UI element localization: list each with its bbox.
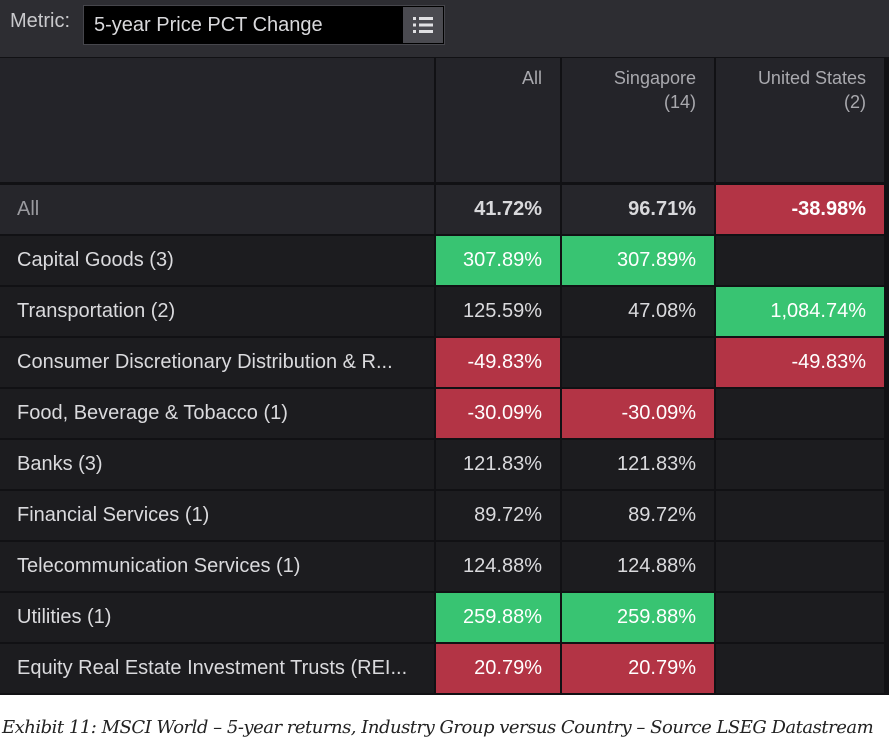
- value-cell[interactable]: [716, 236, 884, 285]
- table-row[interactable]: Equity Real Estate Investment Trusts (RE…: [0, 644, 885, 693]
- column-header-all[interactable]: All: [436, 58, 560, 182]
- value-cell[interactable]: 124.88%: [562, 542, 714, 591]
- heatmap-grid: All Singapore (14) United States (2) All…: [0, 57, 889, 695]
- row-label[interactable]: Equity Real Estate Investment Trusts (RE…: [0, 644, 434, 693]
- column-header-label: United States: [757, 68, 866, 88]
- column-header-count: (14): [663, 92, 696, 112]
- metric-label: Metric:: [10, 10, 70, 32]
- header-corner: [0, 58, 434, 182]
- value-cell[interactable]: [716, 542, 884, 591]
- column-header-singapore[interactable]: Singapore (14): [562, 58, 714, 182]
- value-cell[interactable]: -49.83%: [716, 338, 884, 387]
- row-label[interactable]: Capital Goods (3): [0, 236, 434, 285]
- table-row[interactable]: Utilities (1) 259.88% 259.88%: [0, 593, 885, 642]
- table-row[interactable]: Transportation (2) 125.59% 47.08% 1,084.74%: [0, 287, 885, 336]
- value-cell[interactable]: 47.08%: [562, 287, 714, 336]
- value-cell[interactable]: 124.88%: [436, 542, 560, 591]
- value-cell[interactable]: 1,084.74%: [716, 287, 884, 336]
- metric-menu-button[interactable]: [403, 7, 443, 43]
- value-cell[interactable]: -30.09%: [562, 389, 714, 438]
- table-row[interactable]: Capital Goods (3) 307.89% 307.89%: [0, 236, 885, 285]
- metric-selector[interactable]: 5-year Price PCT Change: [83, 5, 445, 45]
- row-label[interactable]: All: [0, 185, 434, 234]
- row-label[interactable]: Banks (3): [0, 440, 434, 489]
- value-cell[interactable]: 41.72%: [436, 185, 560, 234]
- column-header-count: (2): [844, 92, 866, 112]
- column-header-label: Singapore: [613, 68, 696, 88]
- table-row[interactable]: Consumer Discretionary Distribution & R.…: [0, 338, 885, 387]
- value-cell[interactable]: -38.98%: [716, 185, 884, 234]
- heatmap-app: Metric: 5-year Price PCT Change All: [0, 0, 889, 695]
- value-cell[interactable]: [562, 338, 714, 387]
- row-label[interactable]: Food, Beverage & Tobacco (1): [0, 389, 434, 438]
- value-cell[interactable]: 121.83%: [436, 440, 560, 489]
- row-label[interactable]: Telecommunication Services (1): [0, 542, 434, 591]
- value-cell[interactable]: 259.88%: [562, 593, 714, 642]
- row-label[interactable]: Transportation (2): [0, 287, 434, 336]
- value-cell[interactable]: 20.79%: [562, 644, 714, 693]
- value-cell[interactable]: 96.71%: [562, 185, 714, 234]
- value-cell[interactable]: 307.89%: [562, 236, 714, 285]
- metric-value: 5-year Price PCT Change: [94, 14, 323, 36]
- metric-bar: Metric: 5-year Price PCT Change: [0, 0, 889, 57]
- value-cell[interactable]: 121.83%: [562, 440, 714, 489]
- value-cell[interactable]: [716, 389, 884, 438]
- exhibit-caption: Exhibit 11: MSCI World – 5-year returns,…: [2, 717, 874, 738]
- column-header-united-states[interactable]: United States (2): [716, 58, 884, 182]
- value-cell[interactable]: [716, 644, 884, 693]
- table-row[interactable]: Financial Services (1) 89.72% 89.72%: [0, 491, 885, 540]
- value-cell[interactable]: -49.83%: [436, 338, 560, 387]
- value-cell[interactable]: -30.09%: [436, 389, 560, 438]
- value-cell[interactable]: 125.59%: [436, 287, 560, 336]
- table-row[interactable]: Food, Beverage & Tobacco (1) -30.09% -30.0…: [0, 389, 885, 438]
- header-row: All Singapore (14) United States (2): [0, 57, 885, 183]
- row-label[interactable]: Financial Services (1): [0, 491, 434, 540]
- value-cell[interactable]: 89.72%: [562, 491, 714, 540]
- total-row[interactable]: All 41.72% 96.71% -38.98%: [0, 185, 885, 234]
- list-icon: [413, 17, 433, 33]
- value-cell[interactable]: [716, 593, 884, 642]
- value-cell[interactable]: 259.88%: [436, 593, 560, 642]
- value-cell[interactable]: [716, 440, 884, 489]
- column-header-label: All: [521, 68, 542, 88]
- row-label[interactable]: Utilities (1): [0, 593, 434, 642]
- value-cell[interactable]: 20.79%: [436, 644, 560, 693]
- row-label[interactable]: Consumer Discretionary Distribution & R.…: [0, 338, 434, 387]
- value-cell[interactable]: 307.89%: [436, 236, 560, 285]
- value-cell[interactable]: 89.72%: [436, 491, 560, 540]
- value-cell[interactable]: [716, 491, 884, 540]
- table-row[interactable]: Banks (3) 121.83% 121.83%: [0, 440, 885, 489]
- table-row[interactable]: Telecommunication Services (1) 124.88% 124…: [0, 542, 885, 591]
